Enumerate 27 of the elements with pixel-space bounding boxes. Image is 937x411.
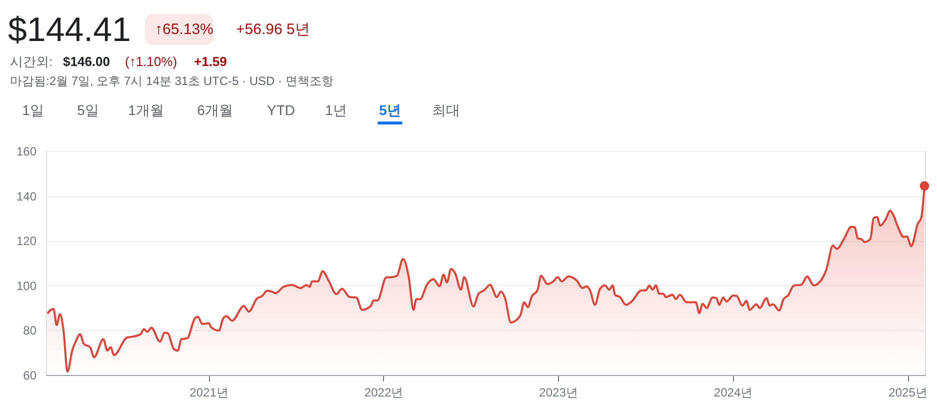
text: 5일 — [77, 102, 99, 118]
y-tick-label: 100 — [16, 278, 37, 293]
text: 1일 — [22, 102, 44, 118]
x-tick-label: 2021년 — [190, 386, 228, 400]
text: $146.00 — [63, 54, 110, 69]
y-tick-label: 120 — [16, 234, 37, 248]
text: YTD — [267, 102, 295, 118]
text: (↑1.10%) — [125, 54, 178, 69]
y-tick-label: 160 — [16, 144, 37, 158]
x-tick-label: 2022년 — [364, 386, 404, 400]
text: ↑65.13% — [155, 21, 214, 38]
text: +56.96 5년 — [236, 21, 310, 38]
text: 시간외: — [10, 54, 53, 69]
text: 1개월 — [128, 102, 164, 118]
text: 마감됨:2월 7일, 오후 7시 14분 31초 UTC-5 · USD · 면책조항 — [10, 74, 334, 88]
y-tick-label: 60 — [23, 368, 37, 382]
y-tick-label: 140 — [16, 189, 37, 204]
text: 1년 — [325, 102, 347, 118]
text: 5년 — [379, 102, 401, 118]
x-tick-label: 2024년 — [714, 386, 753, 400]
text: 6개월 — [197, 102, 233, 118]
chart-title: $144.41 — [8, 11, 131, 49]
x-tick-label: 2023년 — [539, 386, 578, 400]
text: 최대 — [432, 102, 460, 118]
y-tick-label: 80 — [23, 324, 37, 338]
x-tick-label: 2025년 — [888, 386, 928, 400]
text: +1.59 — [194, 54, 227, 69]
